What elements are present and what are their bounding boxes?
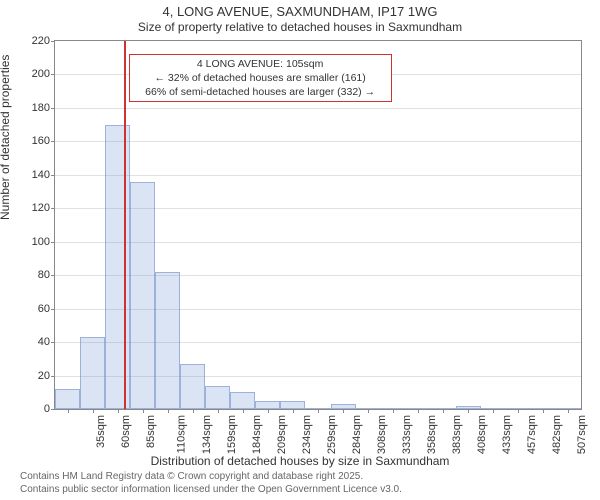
x-tick-label: 259sqm	[326, 415, 338, 454]
plot-area: 4 LONG AVENUE: 105sqm ← 32% of detached …	[54, 40, 582, 410]
histogram-bar	[205, 386, 230, 409]
annotation-line-3: 66% of semi-detached houses are larger (…	[136, 85, 385, 99]
histogram-bar	[255, 401, 280, 409]
x-tick-mark	[343, 409, 344, 413]
x-tick-label: 433sqm	[501, 415, 513, 454]
y-tick-label: 80	[20, 269, 50, 281]
x-tick-mark	[368, 409, 369, 413]
y-tick-mark	[51, 275, 55, 276]
x-tick-mark	[518, 409, 519, 413]
y-tick-mark	[51, 141, 55, 142]
x-tick-mark	[268, 409, 269, 413]
x-tick-mark	[68, 409, 69, 413]
annotation-line-2: ← 32% of detached houses are smaller (16…	[136, 71, 385, 85]
x-tick-mark	[493, 409, 494, 413]
chart-title: 4, LONG AVENUE, SAXMUNDHAM, IP17 1WG	[0, 4, 600, 19]
x-tick-mark	[468, 409, 469, 413]
x-tick-label: 308sqm	[376, 415, 388, 454]
x-tick-mark	[118, 409, 119, 413]
y-tick-mark	[51, 342, 55, 343]
histogram-bar	[280, 401, 305, 409]
y-tick-mark	[51, 41, 55, 42]
y-tick-label: 140	[20, 169, 50, 181]
gridline	[55, 208, 581, 209]
gridline	[55, 309, 581, 310]
x-tick-mark	[568, 409, 569, 413]
x-tick-label: 358sqm	[426, 415, 438, 454]
x-tick-label: 159sqm	[226, 415, 238, 454]
x-tick-mark	[293, 409, 294, 413]
x-tick-mark	[543, 409, 544, 413]
x-tick-label: 110sqm	[175, 415, 187, 453]
x-tick-label: 209sqm	[276, 415, 288, 454]
footer-attribution: Contains HM Land Registry data © Crown c…	[20, 471, 402, 496]
x-tick-mark	[193, 409, 194, 413]
x-tick-mark	[143, 409, 144, 413]
gridline	[55, 242, 581, 243]
gridline	[55, 175, 581, 176]
gridline	[55, 275, 581, 276]
gridline	[55, 342, 581, 343]
annotation-box: 4 LONG AVENUE: 105sqm ← 32% of detached …	[129, 54, 392, 103]
x-tick-mark	[318, 409, 319, 413]
y-tick-mark	[51, 208, 55, 209]
annotation-line-1: 4 LONG AVENUE: 105sqm	[136, 57, 385, 71]
x-tick-label: 507sqm	[577, 415, 589, 454]
chart-subtitle: Size of property relative to detached ho…	[0, 20, 600, 34]
x-tick-label: 482sqm	[552, 415, 564, 454]
x-axis-label: Distribution of detached houses by size …	[0, 454, 600, 468]
histogram-bar	[155, 272, 180, 409]
y-tick-mark	[51, 376, 55, 377]
y-tick-label: 100	[20, 236, 50, 248]
y-tick-label: 40	[20, 336, 50, 348]
y-tick-label: 160	[20, 135, 50, 147]
y-tick-mark	[51, 175, 55, 176]
y-axis-label: Number of detached properties	[0, 55, 12, 220]
y-tick-label: 200	[20, 68, 50, 80]
x-tick-label: 408sqm	[476, 415, 488, 454]
property-marker-line	[124, 41, 126, 409]
y-tick-mark	[51, 74, 55, 75]
y-tick-label: 220	[20, 35, 50, 47]
x-tick-mark	[393, 409, 394, 413]
x-tick-label: 35sqm	[95, 415, 107, 448]
x-tick-mark	[418, 409, 419, 413]
y-tick-label: 20	[20, 370, 50, 382]
histogram-bar	[80, 337, 105, 409]
x-tick-mark	[93, 409, 94, 413]
y-tick-mark	[51, 409, 55, 410]
y-tick-mark	[51, 309, 55, 310]
x-tick-mark	[168, 409, 169, 413]
x-tick-label: 134sqm	[201, 415, 213, 454]
gridline	[55, 108, 581, 109]
y-tick-label: 0	[20, 403, 50, 415]
x-tick-label: 457sqm	[526, 415, 538, 454]
x-tick-label: 184sqm	[251, 415, 263, 454]
y-tick-mark	[51, 108, 55, 109]
gridline	[55, 376, 581, 377]
x-tick-label: 333sqm	[401, 415, 413, 454]
y-tick-mark	[51, 242, 55, 243]
x-tick-label: 60sqm	[120, 415, 132, 448]
x-tick-mark	[218, 409, 219, 413]
histogram-bar	[230, 392, 255, 409]
x-tick-mark	[443, 409, 444, 413]
footer-line-1: Contains HM Land Registry data © Crown c…	[20, 471, 402, 484]
histogram-bar	[180, 364, 205, 409]
x-tick-label: 383sqm	[451, 415, 463, 454]
footer-line-2: Contains public sector information licen…	[20, 484, 402, 497]
y-tick-label: 60	[20, 303, 50, 315]
y-tick-label: 120	[20, 202, 50, 214]
x-tick-label: 234sqm	[301, 415, 313, 454]
histogram-bar	[55, 389, 80, 409]
x-tick-label: 284sqm	[351, 415, 363, 454]
y-tick-label: 180	[20, 102, 50, 114]
x-tick-label: 85sqm	[145, 415, 157, 448]
x-tick-mark	[243, 409, 244, 413]
gridline	[55, 141, 581, 142]
